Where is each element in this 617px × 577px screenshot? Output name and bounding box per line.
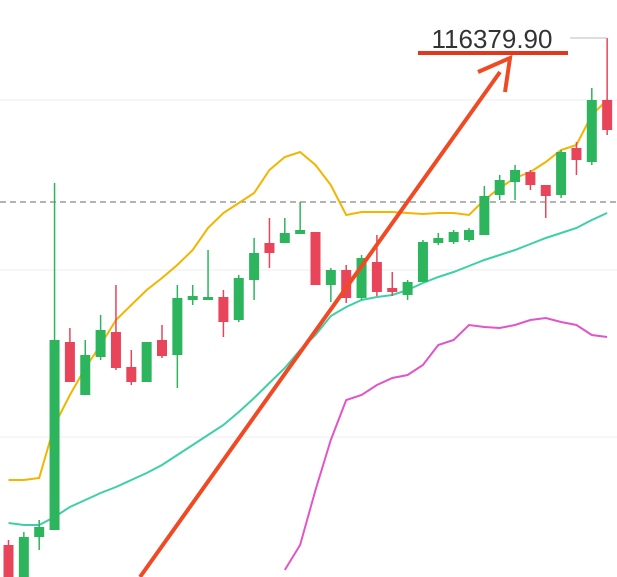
candle-body (49, 340, 60, 530)
candle-body (80, 355, 91, 395)
candle-body (3, 545, 14, 577)
candle-body (203, 297, 214, 300)
candle-body (95, 330, 106, 357)
ma-line (8, 212, 608, 526)
candle-body (141, 342, 152, 382)
candle-body (402, 282, 413, 295)
ma-line (283, 316, 608, 571)
candle-body (387, 288, 398, 292)
arrow-head (477, 54, 513, 93)
candle-body (494, 180, 505, 195)
candle-body (341, 270, 352, 298)
max-label: 116379.90 (432, 24, 553, 54)
candle-body (356, 258, 367, 298)
candle-body (18, 537, 29, 577)
candle-body (602, 100, 613, 130)
candle-body (249, 253, 260, 280)
candle-body (110, 332, 121, 368)
candle-body (233, 278, 244, 320)
candle-body (448, 232, 459, 242)
candle-body (126, 367, 137, 382)
candle-body (540, 185, 551, 196)
candle-body (218, 297, 229, 322)
candle-body (264, 243, 275, 253)
arrow (138, 70, 502, 577)
candle-body (325, 270, 336, 285)
candle-body (64, 342, 75, 382)
candle-body (371, 262, 382, 292)
candle-body (433, 238, 444, 243)
candle-body (34, 527, 45, 537)
candle-body (310, 232, 321, 285)
candle-body (187, 296, 198, 300)
candle-body (279, 233, 290, 243)
candle-body (417, 242, 428, 282)
candle-body (556, 152, 567, 195)
candle-body (479, 196, 490, 235)
candle-body (464, 230, 474, 240)
ma-line (8, 99, 608, 481)
candle-body (525, 172, 536, 185)
candle-body (295, 230, 306, 234)
candle-body (571, 148, 582, 160)
candle-body (157, 340, 167, 356)
candle-body (172, 298, 183, 355)
candle-body (586, 100, 597, 162)
plot (0, 38, 617, 577)
candle-body (510, 170, 521, 182)
